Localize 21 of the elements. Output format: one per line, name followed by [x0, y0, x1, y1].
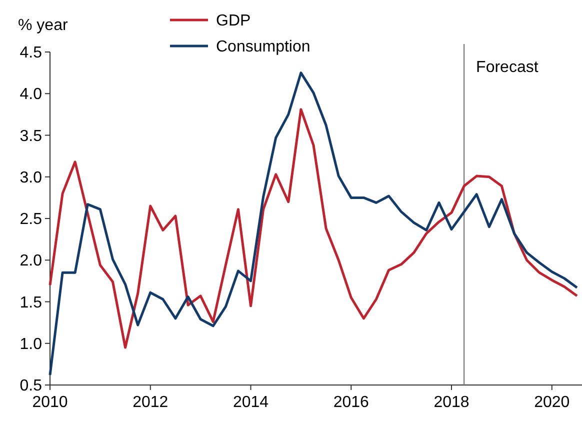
y-tick-label: 1.5 — [20, 294, 42, 312]
x-tick-label: 2014 — [232, 394, 269, 411]
y-tick-label: 4.0 — [20, 86, 42, 104]
legend-label: GDP — [216, 12, 251, 30]
ref-line-label: Forecast — [476, 59, 539, 76]
y-tick-label: 4.5 — [20, 44, 42, 62]
y-tick-label: 3.0 — [20, 169, 42, 186]
x-tick-label: 2020 — [534, 394, 570, 411]
x-tick-label: 2012 — [132, 394, 168, 411]
x-tick-label: 2016 — [333, 394, 370, 411]
y-tick-label: 1.0 — [20, 336, 42, 353]
x-tick-label: 2010 — [32, 394, 68, 411]
y-axis-title: % year — [18, 17, 68, 34]
x-tick-label: 2018 — [434, 394, 470, 411]
line-series — [48, 72, 578, 376]
line-series — [48, 108, 578, 349]
y-tick-label: 2.5 — [20, 211, 42, 228]
y-tick-label: 2.0 — [20, 252, 42, 270]
legend-label: Consumption — [216, 38, 310, 56]
y-tick-label: 3.5 — [20, 128, 42, 145]
y-tick-label: 0.5 — [20, 378, 42, 395]
